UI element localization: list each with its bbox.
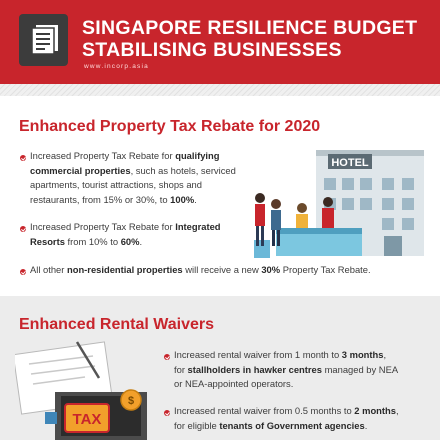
tax-illustration: TAX $ <box>15 341 147 440</box>
bullet-3: All other non-residential properties wil… <box>30 264 371 275</box>
hotel-sign: HOTEL <box>331 157 369 169</box>
check-bullet-icon <box>20 226 26 232</box>
check-bullet-icon <box>164 354 170 360</box>
header-banner: SINGAPORE RESILIENCE BUDGET STABILISING … <box>0 0 440 84</box>
logo <box>19 14 68 66</box>
tax-label: TAX <box>73 411 102 428</box>
title-line-2: STABILISING BUSINESSES <box>82 39 342 61</box>
section1-heading: Enhanced Property Tax Rebate for 2020 <box>19 118 321 135</box>
document-stack-icon <box>31 25 58 55</box>
bullet-5: Increased rental waiver from 0.5 months … <box>174 405 399 431</box>
coin-icon: $ <box>128 395 134 407</box>
check-bullet-icon <box>20 269 26 275</box>
website-label: www.incorp.asia <box>84 63 149 70</box>
bullet-4: Increased rental waiver from 1 month to … <box>174 349 399 389</box>
check-bullet-icon <box>164 410 170 416</box>
divider-band <box>0 84 440 96</box>
bullet-1: Increased Property Tax Rebate for qualif… <box>30 150 236 205</box>
section2-heading: Enhanced Rental Waivers <box>19 316 215 333</box>
hotel-illustration: HOTEL <box>254 150 424 258</box>
title-line-1: SINGAPORE RESILIENCE BUDGET <box>82 17 418 39</box>
bullet-2: Increased Property Tax Rebate for Integr… <box>30 221 221 247</box>
check-bullet-icon <box>20 155 26 161</box>
